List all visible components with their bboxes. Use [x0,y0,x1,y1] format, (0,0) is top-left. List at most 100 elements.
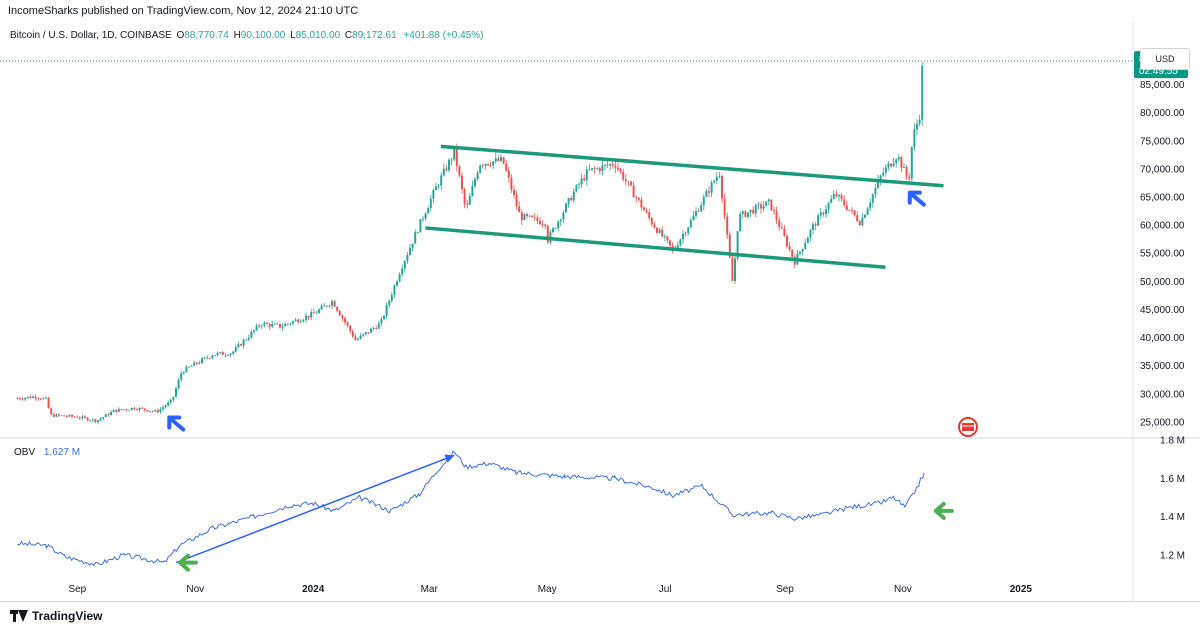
candle-body [442,168,445,176]
candle-body [370,328,373,333]
candle-body [721,176,724,199]
candle-body [299,321,302,323]
candle-body [762,205,765,209]
candle-body [604,164,607,166]
candle-body [224,354,227,356]
candle-body [440,175,443,186]
candle-body [585,169,588,181]
candle-body [107,414,110,416]
candle-body [900,157,903,168]
candle-body [73,416,76,418]
candle-body [619,169,622,172]
candle-body [81,416,84,419]
candle-body [133,407,136,410]
candle-body [307,315,310,318]
candle-body [211,355,214,358]
candle-body [624,179,627,182]
candle-body [500,157,503,161]
candle-body [294,319,297,322]
candle-body [141,407,144,409]
candle-body [188,366,191,368]
candle-body [874,187,877,195]
candle-body [921,65,924,120]
candle-body [377,323,380,329]
candle-body [99,418,102,421]
candle-body [825,209,828,215]
candle-body [507,170,510,178]
candle-body [110,411,113,416]
green-arrow-1-head [177,553,190,572]
low-label: L [290,30,296,41]
candle-body [117,408,120,412]
candle-body [559,219,562,222]
candle-body [203,357,206,359]
blue-arrow-1-head [167,415,182,430]
time-axis-label: Nov [894,584,912,595]
price-tick-label: 40,000.00 [1140,333,1185,344]
candle-body [276,323,279,325]
candle-body [71,414,74,417]
candle-body [658,229,661,233]
candle-body [125,409,128,411]
candle-body [557,221,560,229]
candle-body [492,161,495,166]
candle-body [65,416,68,418]
time-axis-label: 2025 [1010,584,1033,595]
candle-body [375,328,378,329]
candle-body [481,165,484,167]
candle-body [351,331,354,337]
candle-body [539,220,542,225]
candle-body [861,217,864,226]
candle-body [281,326,284,328]
chart-frame[interactable]: Bitcoin / U.S. Dollar, 1D, COINBASE O88,… [0,22,1200,602]
candle-body [892,163,895,167]
obv-trend-line [175,454,455,564]
candle-body [245,339,248,341]
candle-body [427,208,430,214]
price-tick-label: 25,000.00 [1140,417,1185,428]
candle-body [773,210,776,212]
candle-body [416,232,419,234]
candle-body [104,414,107,418]
candle-body [580,178,583,185]
candle-body [822,212,825,215]
candle-body [68,414,71,417]
candle-body [195,362,198,364]
price-tick-label: 85,000.00 [1140,80,1185,91]
candle-body [138,407,141,410]
candle-body [494,158,497,162]
candle-body [34,396,37,399]
candle-body [24,397,27,400]
price-tick-label: 70,000.00 [1140,164,1185,175]
high-label: H [234,30,241,41]
candle-body [897,157,900,160]
candle-body [679,239,682,246]
candle-body [650,218,653,225]
candle-body [687,227,690,234]
candle-body [123,409,126,411]
candle-body [552,228,555,233]
candle-body [242,340,245,346]
candle-body [151,411,154,413]
chart-svg[interactable]: Bitcoin / U.S. Dollar, 1D, COINBASE O88,… [0,22,1200,602]
candle-body [692,215,695,221]
candle-body [715,176,718,181]
candle-body [367,332,370,333]
candle-body [739,213,742,232]
symbol-legend: Bitcoin / U.S. Dollar, 1D, COINBASE O88,… [10,30,484,41]
low-value: 85,010.00 [296,30,341,41]
candle-body [728,234,731,258]
currency-button[interactable]: USD [1140,48,1190,70]
candle-body [856,215,859,222]
candle-body [190,365,193,367]
candle-body [788,246,791,250]
candle-body [864,214,867,218]
candle-body [601,165,604,172]
candle-body [567,198,570,204]
candle-body [799,251,802,254]
candle-body [84,416,87,418]
candle-body [219,352,222,353]
candle-body [653,224,656,228]
time-axis-label: Jul [659,584,672,595]
candle-body [292,321,295,324]
